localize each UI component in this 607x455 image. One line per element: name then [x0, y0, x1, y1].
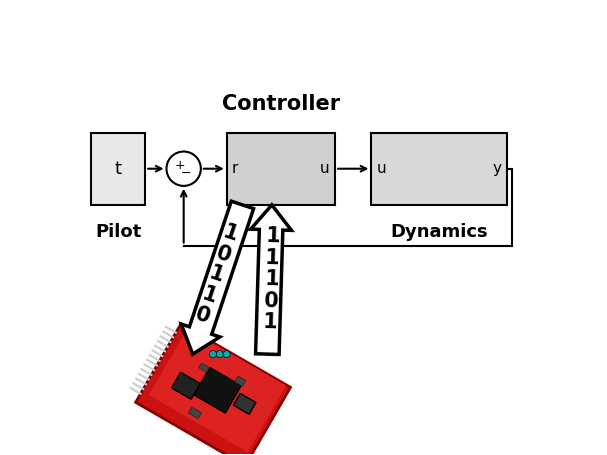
- Bar: [234, 394, 256, 414]
- Bar: [234, 376, 246, 386]
- Bar: [194, 368, 241, 413]
- Circle shape: [209, 350, 217, 358]
- Text: 1
1
1
0
1: 1 1 1 0 1: [263, 226, 280, 333]
- Bar: [371, 132, 507, 205]
- Bar: [149, 329, 286, 452]
- Bar: [188, 407, 202, 419]
- Text: u: u: [320, 161, 330, 176]
- Circle shape: [216, 350, 223, 358]
- Text: Pilot: Pilot: [95, 223, 141, 241]
- FancyArrow shape: [251, 205, 291, 354]
- Text: Dynamics: Dynamics: [390, 223, 488, 241]
- Text: u: u: [377, 161, 387, 176]
- Text: −: −: [181, 167, 191, 180]
- Text: r: r: [232, 161, 239, 176]
- Bar: [226, 132, 335, 205]
- Bar: [172, 372, 200, 399]
- Text: y: y: [492, 161, 501, 176]
- FancyArrow shape: [181, 201, 254, 354]
- Text: Controller: Controller: [222, 95, 340, 115]
- Text: +: +: [175, 159, 185, 172]
- Text: 1
0
1
1
0: 1 0 1 1 0: [193, 222, 240, 328]
- Bar: [91, 132, 145, 205]
- Bar: [135, 324, 291, 455]
- Circle shape: [223, 350, 230, 358]
- Text: t: t: [115, 160, 121, 178]
- Bar: [198, 363, 209, 372]
